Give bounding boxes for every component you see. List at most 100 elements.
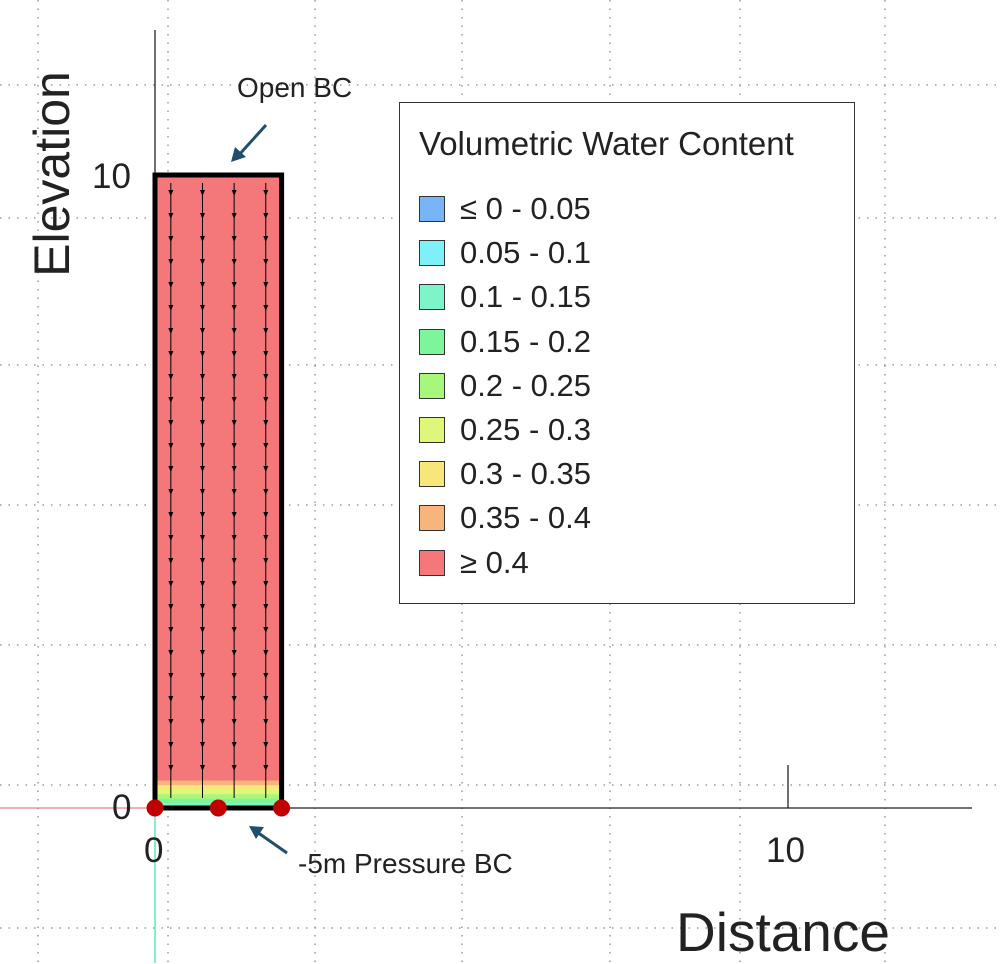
flow-arrow-icon [231,374,237,380]
flow-arrow-icon [263,742,269,748]
flow-vectors [168,183,269,798]
legend-swatch [419,549,445,576]
flow-arrow-icon [263,765,269,771]
flow-arrow-icon [168,351,174,357]
flow-arrow-icon [231,489,237,495]
flow-arrow-icon [231,351,237,357]
legend-item: 0.05 - 0.1 [419,233,591,273]
boundary-point [273,799,291,817]
flow-arrow-icon [199,466,205,472]
open-bc-arrow [236,123,268,158]
flow-arrow-icon [168,374,174,380]
y-tick-label-0: 0 [112,788,132,827]
flow-arrow-icon [231,328,237,334]
flow-arrow-icon [199,351,205,357]
flow-arrow-icon [199,328,205,334]
flow-arrow-icon [231,466,237,472]
flow-arrow-icon [168,604,174,610]
legend-title: Volumetric Water Content [419,125,794,162]
legend-label: 0.2 - 0.25 [460,367,591,403]
flow-arrow-icon [168,282,174,288]
legend-item: 0.25 - 0.3 [419,410,591,450]
flow-arrow-icon [168,397,174,403]
flow-arrow-icon [199,236,205,242]
flow-arrow-icon [168,305,174,311]
flow-arrow-icon [263,351,269,357]
flow-arrow-icon [168,696,174,702]
annotation-arrows [231,123,288,855]
pressure-bc-annotation: -5m Pressure BC [298,848,513,879]
flow-arrow-icon [168,489,174,495]
flow-arrow-icon [231,282,237,288]
flow-arrow-icon [231,397,237,403]
flow-arrow-icon [263,512,269,518]
flow-arrow-icon [263,535,269,541]
flow-arrow-icon [168,535,174,541]
flow-arrow-icon [231,213,237,219]
flow-arrow-icon [263,443,269,449]
flow-arrow-icon [263,489,269,495]
pressure-bc-arrow [256,830,288,855]
flow-arrow-icon [199,259,205,265]
flow-arrow-icon [263,236,269,242]
flow-arrow-icon [199,213,205,219]
flow-arrow-icon [199,420,205,426]
column-band [155,776,282,782]
pressure-bc-arrowhead-icon [249,826,264,839]
flow-arrow-icon [263,397,269,403]
flow-arrow-icon [263,282,269,288]
legend-label: 0.05 - 0.1 [460,235,591,271]
flow-arrow-icon [168,742,174,748]
legend-swatch [419,196,445,222]
legend-label: ≥ 0.4 [460,544,529,580]
flow-arrow-icon [263,604,269,610]
flow-arrow-icon [231,742,237,748]
flow-arrow-icon [263,719,269,725]
flow-arrow-icon [168,420,174,426]
flow-arrow-icon [168,328,174,334]
flow-arrow-icon [199,305,205,311]
flow-arrow-icon [231,604,237,610]
legend-item: 0.35 - 0.4 [419,498,591,538]
flow-arrow-icon [263,558,269,564]
legend-item: 0.3 - 0.35 [419,454,591,494]
x-tick-label-10: 10 [766,831,805,870]
column-band [155,785,282,791]
flow-arrow-icon [168,673,174,679]
flow-arrow-icon [199,489,205,495]
boundary-point [209,799,227,817]
y-tick-label-10: 10 [92,157,131,196]
flow-arrow-icon [231,765,237,771]
flow-arrow-icon [168,213,174,219]
legend-label: 0.3 - 0.35 [460,456,591,492]
flow-arrow-icon [168,558,174,564]
flow-arrow-icon [231,673,237,679]
flow-arrow-icon [231,190,237,196]
legend-label: 0.35 - 0.4 [460,500,591,536]
flow-arrow-icon [168,650,174,656]
flow-arrow-icon [263,190,269,196]
flow-arrow-icon [199,650,205,656]
column-fill [155,175,282,808]
flow-arrow-icon [231,535,237,541]
flow-arrow-icon [231,719,237,725]
flow-arrow-icon [263,650,269,656]
legend-item: 0.15 - 0.2 [419,322,591,362]
flow-arrow-icon [263,213,269,219]
flow-arrow-icon [168,236,174,242]
open-bc-arrowhead-icon [231,147,246,162]
flow-arrow-icon [168,466,174,472]
x-tick-label-0: 0 [144,831,164,870]
legend-item: 0.1 - 0.15 [419,277,591,317]
flow-arrow-icon [199,742,205,748]
legend-label: 0.15 - 0.2 [460,323,591,359]
flow-arrow-icon [168,190,174,196]
legend-swatch [419,417,445,443]
flow-arrow-icon [231,420,237,426]
flow-arrow-icon [168,259,174,265]
flow-arrow-icon [263,696,269,702]
flow-arrow-icon [231,627,237,633]
flow-arrow-icon [168,443,174,449]
legend-item: 0.2 - 0.25 [419,366,591,406]
